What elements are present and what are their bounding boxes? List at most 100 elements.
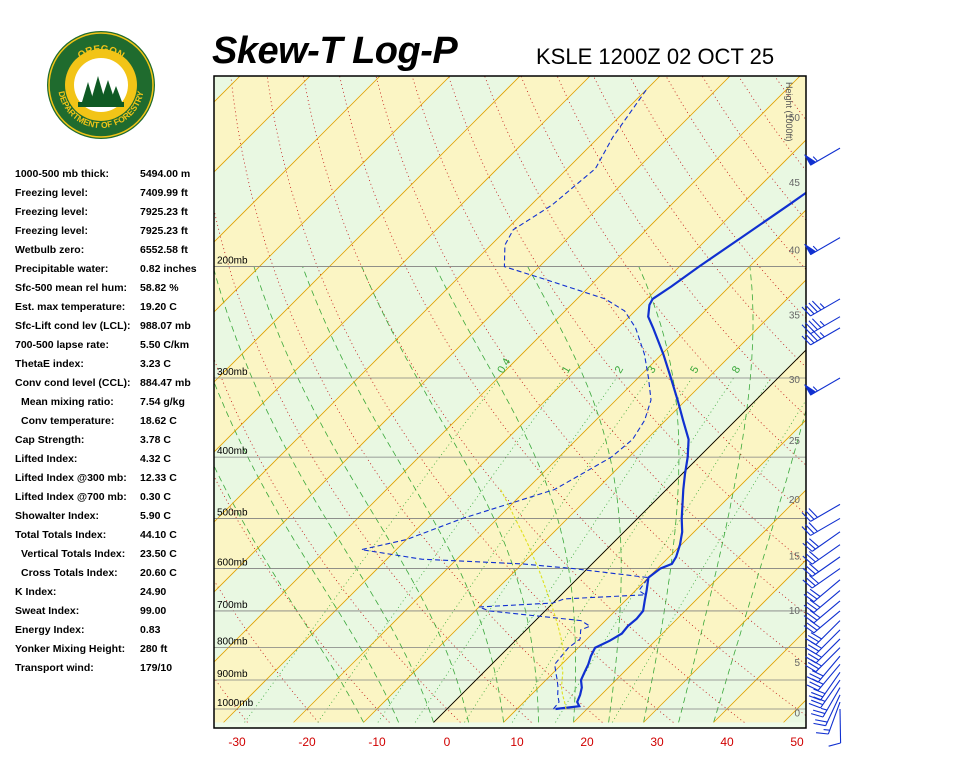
svg-text:OREGON: OREGON — [76, 44, 126, 62]
isotherm-line — [214, 76, 801, 663]
wind-barb-staff — [813, 610, 841, 634]
pressure-label: 800mb — [217, 637, 248, 648]
index-value: 7925.23 ft — [140, 206, 188, 218]
index-value: 23.50 C — [140, 548, 177, 560]
wind-barb-flag — [813, 722, 826, 727]
wind-barb-staff — [820, 679, 841, 709]
index-label: Lifted Index @700 mb: — [15, 491, 127, 503]
isotherm-line — [214, 76, 521, 383]
dry-adiabat — [847, 76, 960, 722]
wind-barb-staff — [820, 671, 841, 701]
sounding-series — [361, 89, 806, 711]
index-label: Energy Index: — [15, 624, 85, 636]
wind-barb-flag — [806, 684, 819, 691]
pressure-label: 700mb — [217, 600, 248, 611]
index-value: 7.54 g/kg — [140, 396, 185, 408]
wind-barb-staff — [813, 590, 841, 613]
temperature-band — [854, 62, 960, 723]
wind-barb-staff — [822, 687, 841, 718]
index-label: Lifted Index @300 mb: — [15, 472, 127, 484]
zero-isotherm — [433, 349, 806, 723]
x-tick-label: -20 — [298, 735, 316, 749]
wind-barb — [804, 147, 841, 166]
wind-barb-flag — [809, 563, 820, 573]
wind-barb-flag — [803, 604, 815, 613]
logo-ring-border — [48, 32, 154, 138]
wind-barb — [806, 655, 841, 683]
wind-barb — [805, 629, 841, 655]
index-value: 179/10 — [140, 662, 173, 674]
mixing-ratio-line — [612, 399, 806, 723]
index-label: Cross Totals Index: — [21, 567, 118, 579]
wind-barb-flag — [805, 656, 817, 664]
wind-barb-flag — [802, 567, 813, 577]
dry-adiabat — [214, 475, 390, 723]
wind-barb-flag — [801, 335, 811, 346]
index-value: 3.78 C — [140, 434, 171, 446]
wind-barb-flag — [811, 670, 824, 677]
isotherm-line — [214, 76, 661, 523]
wind-barb-flag — [811, 699, 823, 706]
wind-barb-flag — [801, 306, 811, 317]
wind-barb-staff — [817, 655, 841, 683]
height-tick-label: 50 — [789, 113, 801, 124]
wind-barb-staff — [810, 316, 841, 335]
index-value: 4.32 C — [140, 453, 171, 465]
moist-adiabat — [214, 380, 399, 723]
wind-barb-half-flag — [812, 386, 818, 392]
dry-adiabat — [266, 76, 674, 723]
mixing-ratio-line — [555, 377, 772, 723]
wind-barb-staff — [813, 579, 841, 603]
index-value: 0.30 C — [140, 491, 171, 503]
pressure-label: 1000mb — [217, 698, 254, 709]
isotherm-line — [214, 76, 591, 453]
moist-adiabat — [361, 266, 539, 723]
height-tick-label: 20 — [789, 495, 801, 506]
index-value: 99.00 — [140, 605, 167, 617]
moist-adiabat — [713, 408, 806, 723]
wind-barb-staff — [839, 708, 842, 744]
isotherm-line — [223, 139, 806, 723]
wind-barb-staff — [817, 663, 841, 691]
plot-frame — [213, 75, 807, 729]
wind-barb — [801, 316, 841, 335]
x-tick-label: -10 — [368, 735, 386, 749]
wind-barb-flag — [805, 565, 816, 575]
index-value: 5.50 C/km — [140, 339, 190, 351]
index-label: Wetbulb zero: — [15, 244, 85, 256]
pressure-label: 200mb — [217, 256, 248, 267]
wind-barb-flag — [809, 681, 821, 688]
wind-barb-flag — [816, 732, 829, 735]
index-value: 20.60 C — [140, 567, 177, 579]
index-label: Est. max temperature: — [15, 301, 126, 313]
wind-barb-flag — [806, 622, 818, 631]
wind-barb-flag — [815, 719, 828, 723]
wind-barb-staff — [813, 600, 841, 624]
index-label: Yonker Mixing Height: — [15, 643, 126, 655]
mixing-ratio-label: 2 — [613, 364, 626, 375]
oregon-department-of-forestry-logo: OREGON DEPARTMENT OF FORESTRY — [47, 31, 155, 139]
moist-adiabat — [434, 266, 576, 723]
isotherm-line — [214, 76, 381, 243]
wind-barb-flag — [808, 302, 818, 313]
wind-barb — [805, 638, 841, 664]
wind-barb — [801, 517, 841, 536]
isotherm-line — [293, 209, 806, 723]
index-label: Conv cond level (CCL): — [15, 377, 131, 389]
index-label: 1000-500 mb thick: — [15, 168, 109, 180]
wind-barb — [813, 694, 841, 727]
mixing-ratio-line — [244, 377, 500, 723]
moist-adiabat — [678, 266, 754, 723]
wind-barb — [804, 237, 841, 256]
wind-barb — [801, 327, 841, 346]
wind-barb — [803, 600, 841, 624]
dry-adiabat — [230, 76, 603, 723]
wind-barb-flag — [801, 512, 811, 522]
moist-adiabat — [214, 465, 364, 723]
wind-barb-flag — [809, 609, 821, 619]
isotherm-line — [573, 489, 806, 723]
height-tick-label: 0 — [794, 709, 800, 720]
index-label: Showalter Index: — [15, 510, 100, 522]
wind-barb-staff — [810, 327, 841, 346]
index-value: 0.82 inches — [140, 263, 197, 275]
